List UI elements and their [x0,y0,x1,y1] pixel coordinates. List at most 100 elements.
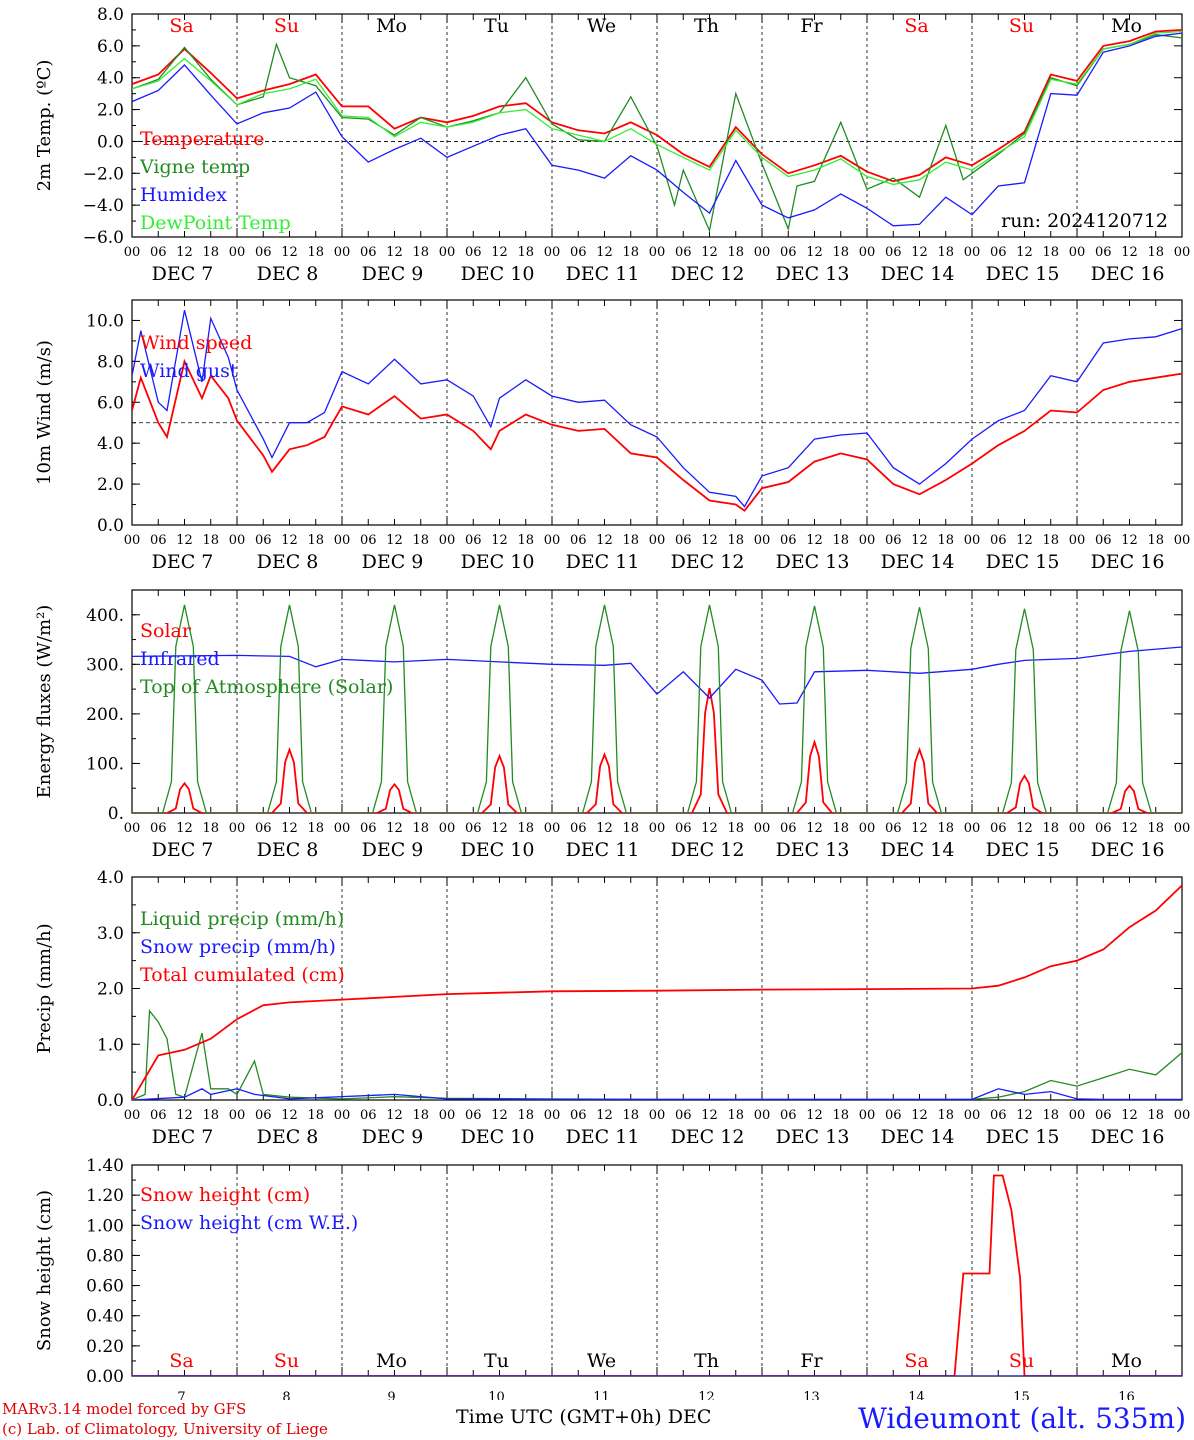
day-number-label: 7 [177,1390,185,1400]
hour-tick-label: 06 [150,821,167,836]
legend-snow-height-cm-w-e: Snow height (cm W.E.) [140,1212,358,1234]
y-tick-label: 1.0 [97,1035,124,1055]
legend-temperature: Temperature [140,128,264,150]
y-tick-label: 8.0 [97,352,124,372]
hour-tick-label: 00 [1069,1108,1086,1123]
series-line-wind-gust [132,310,1182,508]
panel-2: 10.0 8.0 6.0 4.0 2.0 0.0 10m Wind (m/s) 00 06 12 1… [34,299,1191,573]
weekday-label: We [587,15,616,37]
hour-tick-label: 00 [544,533,561,548]
y-tick-label: 1.00 [86,1216,124,1236]
y-tick-label: 200. [86,705,124,725]
hour-tick-label: 06 [1095,245,1112,260]
hour-tick-label: 00 [859,821,876,836]
hour-tick-label: 12 [701,821,718,836]
y-tick-label: 0.0 [97,132,124,152]
hour-tick-label: 18 [1147,245,1164,260]
y-tick-label: 300. [86,655,124,675]
hour-tick-label: 06 [1095,1108,1112,1123]
date-label: DEC 9 [362,839,424,861]
date-label: DEC 12 [671,551,745,573]
hour-tick-label: 18 [412,245,429,260]
panel-1: 8.0 6.0 4.0 2.0 0.0 −2.0 −4.0 −6.0 2m Temp. (ºC)… [34,5,1190,285]
y-tick-label: 6.0 [97,37,124,57]
hour-tick-label: 18 [307,821,324,836]
weekday-label: Fr [800,1350,823,1372]
date-label: DEC 9 [362,263,424,285]
date-label: DEC 16 [1091,839,1165,861]
panel-3: 400. 300. 200. 100. 0. Energy fluxes (W/m²) 00… [34,589,1190,861]
day-number-label: 13 [803,1390,820,1400]
hour-tick-label: 00 [334,245,351,260]
hour-tick-label: 00 [124,245,141,260]
hour-tick-label: 06 [885,245,902,260]
y-tick-label: 4.0 [97,69,124,89]
day-number-label: 15 [1013,1390,1030,1400]
hour-tick-label: 18 [937,245,954,260]
series-line-snow-precip-mm-h [132,1088,1182,1100]
y-axis-label: Precip (mm/h) [34,923,55,1053]
hour-tick-label: 12 [491,533,508,548]
weekday-label: Su [274,15,299,37]
hour-tick-label: 12 [281,821,298,836]
plot-frame [131,299,1183,526]
weekday-label: Sa [904,1350,928,1372]
hour-tick-label: 06 [255,1108,272,1123]
y-tick-label: −6.0 [83,228,124,248]
date-label: DEC 12 [671,1126,745,1148]
hour-tick-label: 00 [859,245,876,260]
hour-tick-label: 00 [229,821,246,836]
day-number-label: 9 [387,1390,395,1400]
date-label: DEC 9 [362,551,424,573]
hour-tick-label: 00 [1174,245,1191,260]
meteogram-chart: 8.0 6.0 4.0 2.0 0.0 −2.0 −4.0 −6.0 2m Temp. (ºC)… [34,5,1191,1400]
hour-tick-label: 00 [859,1108,876,1123]
hour-tick-label: 12 [1016,1108,1033,1123]
y-tick-label: 0.0 [97,1091,124,1111]
series-line-infrared [132,646,1182,705]
date-label: DEC 8 [257,551,319,573]
hour-tick-label: 18 [307,1108,324,1123]
legend-infrared: Infrared [140,648,220,670]
weekday-label: Tu [484,15,509,37]
y-axis-label: Energy fluxes (W/m²) [34,605,55,799]
hour-tick-label: 18 [727,1108,744,1123]
hour-tick-label: 12 [701,533,718,548]
series-line-temperature [132,29,1182,183]
hour-tick-label: 06 [885,1108,902,1123]
date-label: DEC 12 [671,839,745,861]
hour-tick-label: 00 [544,821,561,836]
date-label: DEC 11 [566,263,640,285]
hour-tick-label: 12 [806,533,823,548]
y-tick-label: 2.0 [97,475,124,495]
hour-tick-label: 12 [491,245,508,260]
y-tick-label: 6.0 [97,393,124,413]
hour-tick-label: 00 [439,821,456,836]
run-label: run: 2024120712 [1001,210,1168,232]
y-tick-label: 0.20 [86,1337,124,1357]
hour-tick-label: 18 [1147,533,1164,548]
series-line-humidex [132,32,1182,227]
date-label: DEC 13 [776,1126,850,1148]
day-number-label: 16 [1118,1390,1135,1400]
hour-tick-label: 18 [832,245,849,260]
hour-tick-label: 12 [1121,533,1138,548]
plot-frame [131,589,1183,814]
hour-tick-label: 00 [544,245,561,260]
hour-tick-label: 00 [964,821,981,836]
hour-tick-label: 00 [1174,533,1191,548]
hour-tick-label: 12 [1016,245,1033,260]
date-label: DEC 15 [986,839,1060,861]
hour-tick-label: 06 [675,821,692,836]
hour-tick-label: 18 [622,245,639,260]
hour-tick-label: 18 [1147,821,1164,836]
hour-tick-label: 12 [806,1108,823,1123]
hour-tick-label: 06 [465,821,482,836]
date-label: DEC 14 [881,551,955,573]
date-label: DEC 9 [362,1126,424,1148]
hour-tick-label: 18 [412,533,429,548]
hour-tick-label: 00 [964,533,981,548]
hour-tick-label: 00 [334,821,351,836]
hour-tick-label: 00 [964,1108,981,1123]
hour-tick-label: 00 [334,533,351,548]
